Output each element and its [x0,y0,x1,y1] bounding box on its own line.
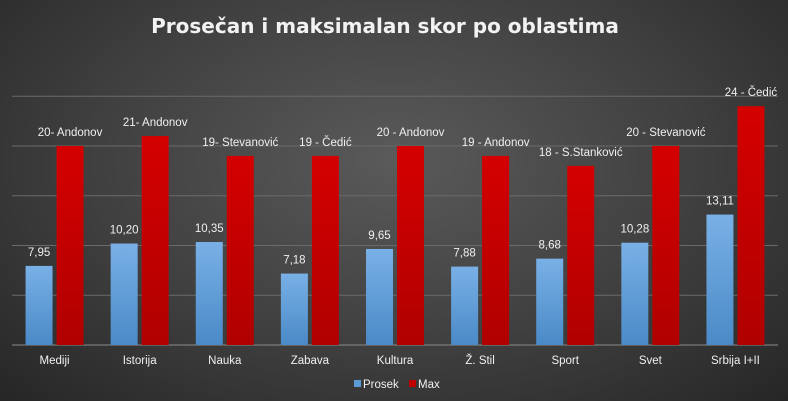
data-labels: 7,95 20- Andonov 10,20 21- Andonov 10,35 19- … [28,86,778,266]
legend: Prosek Max [354,379,440,391]
x-tick-label-4: Zabava [291,355,330,367]
data-label-max-5: 20 - Andonov [377,127,445,139]
data-label-prosek-5: 9,65 [368,230,390,242]
legend-swatch-prosek [354,380,361,387]
x-tick-label-3: Nauka [208,355,242,367]
legend-swatch-max [409,380,416,387]
data-label-prosek-9: 13,11 [706,196,734,208]
x-tick-label-2: Istorija [123,355,157,367]
x-tick-label-1: Mediji [40,355,70,367]
bar-max-9 [737,106,765,345]
data-label-max-2: 21- Andonov [123,117,188,129]
bar-prosek-6 [451,266,479,345]
data-label-max-3: 19- Stevanović [202,137,278,149]
data-label-prosek-8: 10,28 [620,224,649,236]
data-label-max-9: 24 - Čedić [725,86,778,99]
data-label-prosek-3: 10,35 [195,223,224,235]
data-label-max-1: 20- Andonov [38,127,103,139]
bar-max-6 [482,155,510,345]
legend-label-max: Max [418,379,440,391]
bar-max-5 [397,146,424,345]
bar-prosek-1 [25,265,53,345]
gridlines [12,95,778,346]
data-label-prosek-1: 7,95 [28,247,50,259]
data-label-prosek-6: 7,88 [453,248,475,260]
data-label-prosek-2: 10,20 [110,225,139,237]
bar-prosek-5 [366,248,393,345]
x-tick-label-7: Sport [551,355,579,367]
bar-prosek-2 [110,243,138,345]
data-label-prosek-4: 7,18 [283,255,305,267]
x-tick-label-8: Svet [639,355,663,367]
data-label-prosek-7: 8,68 [539,240,561,252]
bar-prosek-8 [621,242,649,345]
bar-prosek-4 [280,273,308,345]
chart-title: Prosečan i maksimalan skor po oblastima [151,14,619,38]
data-label-max-4: 19 - Čedić [299,136,352,149]
bar-max-7 [567,165,595,345]
legend-label-prosek: Prosek [363,379,399,391]
x-tick-label-9: Srbija I+II [711,355,760,367]
bar-max-8 [652,146,680,345]
bar-max-4 [311,155,339,345]
bar-max-2 [141,136,169,345]
bar-max-1 [56,146,84,345]
bars [25,106,765,345]
x-tick-label-6: Ž. Stil [465,354,494,367]
x-axis-tick-labels: Mediji Istorija Nauka Zabava Kultura Ž. Stil S… [40,354,760,367]
bar-max-3 [226,155,254,345]
data-label-max-7: 18 - S.Stanković [539,147,623,159]
data-label-max-8: 20 - Stevanović [626,127,706,139]
bar-prosek-7 [536,258,564,345]
bar-prosek-3 [195,242,223,345]
x-tick-label-5: Kultura [377,355,414,367]
bar-prosek-9 [706,214,734,345]
data-label-max-6: 19 - Andonov [462,137,530,149]
